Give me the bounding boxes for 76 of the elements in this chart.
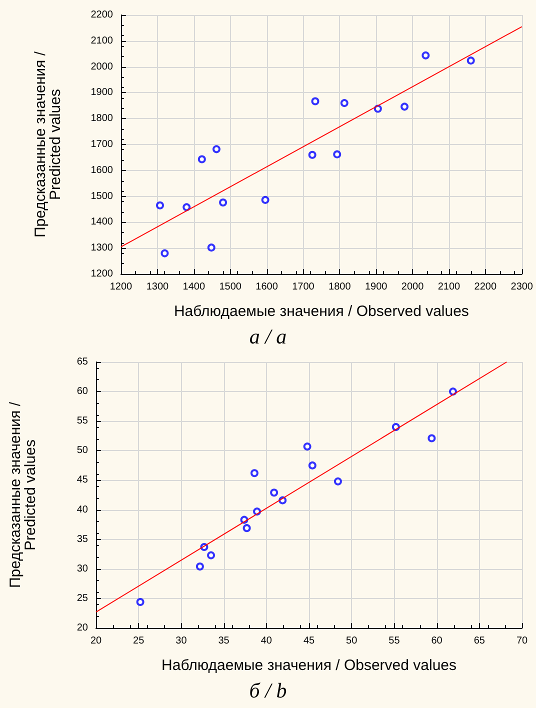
x-tick-label: 1700 <box>292 282 315 292</box>
x-tick-label: 60 <box>431 636 443 646</box>
x-tick-label: 35 <box>218 636 230 646</box>
point <box>334 477 342 486</box>
x-tick-label: 1900 <box>364 282 388 292</box>
x-tick-label: 65 <box>474 636 486 646</box>
y-axis-title: Предсказанные значения / Predicted values <box>32 50 64 238</box>
y-tick-label: 1300 <box>90 242 114 254</box>
point <box>308 150 316 159</box>
y-tick-label: 30 <box>76 563 88 574</box>
y-tick-label: 35 <box>76 534 88 545</box>
point <box>422 51 430 60</box>
y-tick-label: 1600 <box>90 164 114 176</box>
point <box>219 198 228 207</box>
x-tick-label: 1300 <box>146 282 170 292</box>
y-tick-label: 2000 <box>90 61 114 72</box>
point <box>207 551 216 560</box>
point <box>311 97 320 106</box>
point <box>333 150 342 158</box>
y-tick-label: 50 <box>76 445 88 456</box>
point <box>212 145 220 154</box>
y-tick-label: 45 <box>76 474 88 486</box>
x-tick-label: 55 <box>388 636 400 646</box>
y-tick-label: 1200 <box>90 268 114 280</box>
x-tick-label: 50 <box>346 636 358 646</box>
y-axis-title: Предсказанные значения / Predicted values <box>7 401 39 588</box>
point <box>250 469 258 478</box>
x-tick-label: 40 <box>260 636 272 646</box>
y-tick-label: 1800 <box>90 113 114 124</box>
x-tick-label: 1600 <box>256 282 278 292</box>
x-tick-label: 2300 <box>510 282 534 292</box>
point <box>466 56 475 65</box>
y-tick-label: 40 <box>76 504 88 516</box>
point <box>196 562 204 571</box>
point <box>261 196 270 204</box>
point <box>400 102 409 111</box>
y-tick-label: 20 <box>76 622 88 634</box>
point <box>308 461 316 470</box>
point <box>242 524 251 532</box>
y-tick-label: 65 <box>76 356 88 368</box>
point <box>270 488 278 497</box>
x-tick-label: 30 <box>176 636 188 646</box>
point <box>448 388 457 396</box>
x-tick-label: 2000 <box>401 282 424 292</box>
x-tick-label: 1800 <box>328 282 352 292</box>
x-tick-label: 2100 <box>438 282 461 292</box>
point <box>182 203 191 212</box>
x-axis-title: Наблюдаемые значения / Observed values <box>174 303 469 320</box>
point <box>156 201 164 210</box>
x-axis-title: Наблюдаемые значения / Observed values <box>162 657 456 674</box>
y-tick-label: 1500 <box>90 190 114 202</box>
point <box>160 249 169 258</box>
x-tick-label: 70 <box>516 636 528 646</box>
x-tick-label: 25 <box>133 636 145 646</box>
x-tick-label: 45 <box>303 636 315 646</box>
point <box>198 155 206 164</box>
point <box>207 244 216 252</box>
point <box>374 104 382 113</box>
x-tick-label: 1400 <box>182 282 206 292</box>
y-tick-label: 1400 <box>90 216 114 228</box>
y-tick-label: 25 <box>76 592 88 604</box>
y-tick-label: 1700 <box>90 139 114 150</box>
y-tick-label: 1900 <box>90 87 114 98</box>
point <box>303 442 312 451</box>
y-tick-label: 2200 <box>90 10 114 20</box>
point <box>340 99 348 108</box>
y-tick-label: 55 <box>76 416 88 427</box>
point <box>428 434 436 442</box>
y-tick-label: 2100 <box>90 35 114 46</box>
x-tick-label: 1200 <box>110 282 133 292</box>
x-tick-label: 1500 <box>219 282 242 292</box>
y-tick-label: 60 <box>76 386 88 398</box>
text: б / b <box>249 678 287 702</box>
point <box>136 598 144 606</box>
x-tick-label: 2200 <box>474 282 497 292</box>
text: a / a <box>249 324 287 348</box>
